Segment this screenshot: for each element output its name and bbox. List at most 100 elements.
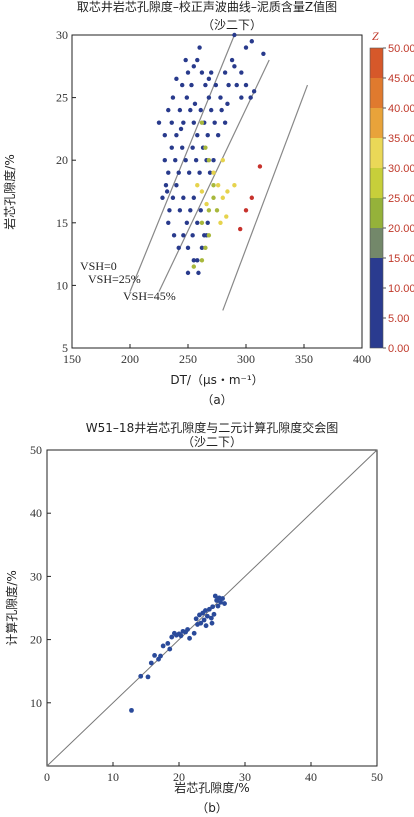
chart-a-ylabel: 岩芯孔隙度/% bbox=[2, 154, 17, 229]
data-point bbox=[191, 64, 196, 69]
data-point bbox=[248, 95, 253, 100]
data-point bbox=[167, 208, 172, 213]
data-point bbox=[220, 596, 225, 601]
y-tick-label: 30 bbox=[56, 28, 68, 42]
data-point bbox=[173, 158, 178, 163]
data-point bbox=[191, 258, 196, 263]
data-point bbox=[209, 620, 215, 626]
vsh-line bbox=[158, 59, 270, 292]
data-point bbox=[188, 208, 193, 213]
data-point bbox=[218, 220, 223, 225]
data-point bbox=[229, 57, 235, 63]
data-point bbox=[220, 195, 225, 200]
data-point bbox=[204, 613, 210, 619]
data-point bbox=[195, 132, 200, 138]
colorbar-tick-label: 5.00 bbox=[388, 313, 409, 325]
y-tick-label: 30 bbox=[30, 569, 42, 583]
data-point bbox=[210, 604, 216, 610]
y-tick-label: 25 bbox=[56, 91, 68, 105]
data-point bbox=[261, 51, 266, 56]
data-point bbox=[184, 95, 190, 100]
data-point bbox=[212, 120, 217, 125]
data-point bbox=[214, 208, 220, 213]
data-point bbox=[225, 101, 230, 107]
data-point bbox=[191, 264, 196, 269]
data-point bbox=[196, 270, 201, 276]
data-point bbox=[209, 107, 214, 113]
data-point bbox=[162, 132, 167, 138]
colorbar-tick-label: 45.00 bbox=[388, 73, 414, 85]
data-point bbox=[165, 640, 171, 646]
chart-a-xlabel: DT/（μs・m⁻¹） bbox=[170, 373, 263, 387]
data-point bbox=[169, 145, 174, 150]
data-point bbox=[211, 158, 216, 163]
x-tick-label: 200 bbox=[121, 352, 139, 366]
x-tick-label: 150 bbox=[63, 352, 81, 366]
chart-a-points bbox=[156, 32, 266, 276]
vsh0-label: VSH=0 bbox=[80, 259, 117, 273]
data-point bbox=[192, 101, 198, 107]
data-point bbox=[178, 126, 184, 132]
data-point bbox=[160, 195, 165, 200]
data-point bbox=[162, 158, 167, 163]
data-point bbox=[199, 189, 205, 194]
data-point bbox=[232, 32, 237, 38]
data-point bbox=[166, 220, 171, 225]
data-point bbox=[206, 76, 212, 82]
colorbar-segment bbox=[370, 168, 383, 198]
x-tick-label: 50 bbox=[371, 770, 383, 784]
chart-a-plot-frame bbox=[71, 34, 363, 349]
chart-b-title: W51–18井岩芯孔隙度与二元计算孔隙度交会图 bbox=[86, 420, 338, 435]
vsh-line bbox=[129, 34, 235, 292]
data-point bbox=[205, 132, 210, 138]
data-point bbox=[204, 201, 209, 207]
data-point bbox=[174, 76, 179, 82]
data-point bbox=[191, 195, 196, 200]
chart-b-points bbox=[129, 593, 227, 713]
data-point bbox=[232, 183, 237, 188]
data-point bbox=[199, 70, 205, 75]
y-tick-label: 50 bbox=[30, 443, 42, 457]
data-point bbox=[211, 183, 216, 188]
x-tick-label: 300 bbox=[237, 352, 255, 366]
chart-a-axis-ticks: 150 200 250 300 350 400 5 10 15 20 25 30 bbox=[56, 28, 371, 366]
data-point bbox=[183, 158, 188, 163]
data-point bbox=[169, 634, 175, 640]
data-point bbox=[158, 653, 163, 659]
data-point bbox=[180, 82, 185, 88]
y-tick-label: 15 bbox=[56, 216, 68, 230]
data-point bbox=[152, 653, 157, 658]
data-point bbox=[203, 145, 208, 150]
colorbar-tick-label: 10.00 bbox=[388, 283, 414, 295]
data-point bbox=[177, 208, 183, 213]
data-point bbox=[148, 660, 154, 666]
data-point bbox=[171, 233, 177, 238]
data-point bbox=[129, 707, 134, 713]
data-point bbox=[198, 208, 203, 213]
colorbar-tick-label: 20.00 bbox=[388, 223, 414, 235]
data-point bbox=[170, 195, 176, 200]
data-point bbox=[206, 158, 212, 163]
data-point bbox=[178, 633, 184, 639]
data-point bbox=[169, 120, 174, 125]
data-point bbox=[180, 145, 185, 150]
chart-a-title: 取芯井岩芯孔隙度–校正声波曲线–泥质含量Z值图 bbox=[77, 0, 337, 14]
data-point bbox=[239, 95, 244, 100]
colorbar-segment bbox=[370, 78, 383, 108]
data-point bbox=[198, 107, 203, 113]
colorbar-segment bbox=[370, 108, 383, 138]
data-point bbox=[220, 158, 225, 163]
colorbar-segment bbox=[370, 288, 383, 318]
data-point bbox=[167, 646, 173, 652]
data-point bbox=[186, 170, 192, 175]
data-point bbox=[187, 635, 192, 641]
data-point bbox=[193, 158, 199, 163]
data-point bbox=[170, 95, 176, 100]
data-point bbox=[222, 70, 228, 75]
data-point bbox=[209, 70, 214, 75]
data-point bbox=[215, 132, 221, 138]
y-tick-label: 20 bbox=[30, 633, 42, 647]
vsh-line bbox=[222, 84, 309, 311]
chart-b: W51–18井岩芯孔隙度与二元计算孔隙度交会图 （沙二下） 0 10 20 30 40 5… bbox=[4, 420, 383, 815]
data-point bbox=[156, 120, 162, 125]
